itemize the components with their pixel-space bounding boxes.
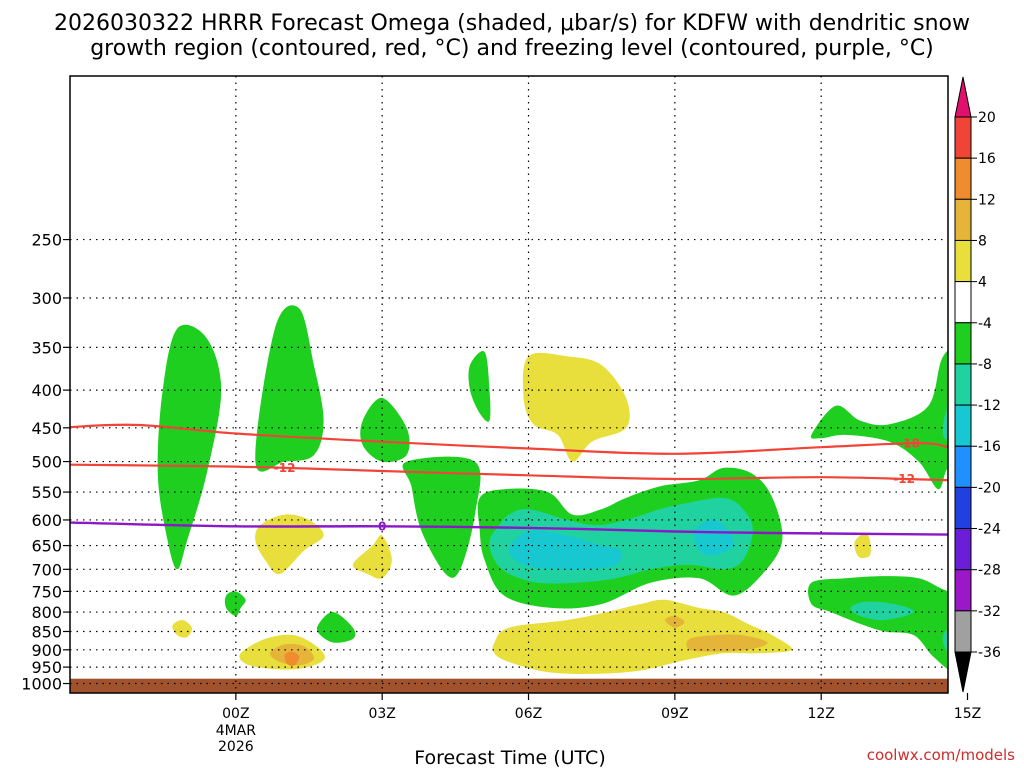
colorbar-band-12	[954, 569, 972, 612]
freezing-level-contour	[70, 521, 948, 536]
y-tick-label-300: 300	[31, 289, 62, 308]
colorbar-band-4	[954, 239, 972, 283]
x-tick-label-06Z: 06Z	[515, 706, 542, 722]
y-tick-label-800: 800	[31, 603, 62, 622]
colorbar-tick-label--20: -20	[978, 480, 1001, 496]
colorbar-band-3	[954, 198, 972, 241]
colorbar-tick-label--32: -32	[978, 604, 1001, 620]
colorbar-tick-label-8: 8	[978, 233, 987, 249]
colorbar-bottom-arrow	[954, 651, 972, 693]
colorbar-tick-label--16: -16	[978, 439, 1001, 455]
colorbar-band-7	[954, 363, 972, 406]
omega-region-17	[522, 352, 630, 462]
colorbar-band-6	[954, 322, 972, 365]
y-tick-label-650: 650	[31, 537, 62, 556]
x-tick-label-12Z: 12Z	[807, 706, 834, 722]
omega-region-28	[284, 651, 300, 666]
colorbar-tick-label-12: 12	[978, 192, 996, 208]
omega-region-26	[686, 634, 768, 652]
y-tick-label-700: 700	[31, 560, 62, 579]
x-axis-label: Forecast Time (UTC)	[414, 747, 605, 768]
y-tick-label-500: 500	[31, 453, 62, 472]
y-tick-label-900: 900	[31, 641, 62, 660]
colorbar-band-13	[954, 610, 972, 653]
omega-region-21	[172, 619, 193, 638]
y-tick-label-250: 250	[31, 231, 62, 250]
omega-region-15	[508, 530, 623, 570]
x-date-label-2: 2026	[218, 739, 254, 755]
y-tick-label-350: 350	[31, 338, 62, 357]
omega-region-23	[854, 533, 871, 559]
omega-region-4	[468, 350, 491, 422]
dgz-contour-3-label: -12	[893, 472, 915, 486]
dgz-contour-1-label: -18	[898, 437, 920, 451]
x-date-label-1: 4MAR	[216, 723, 257, 739]
omega-region-22	[492, 599, 793, 674]
y-tick-label-750: 750	[31, 582, 62, 601]
colorbar-band-2	[954, 157, 972, 200]
y-tick-label-850: 850	[31, 622, 62, 641]
y-tick-label-1000: 1000	[21, 675, 62, 694]
omega-region-27	[665, 616, 685, 628]
colorbar-tick-label--4: -4	[978, 316, 992, 332]
colorbar-band-9	[954, 445, 972, 488]
dgz-contour-1	[70, 423, 948, 455]
colorbar-tick-label--8: -8	[978, 357, 992, 373]
colorbar-tick-label-20: 20	[978, 110, 996, 126]
omega-region-7	[810, 350, 948, 490]
colorbar-tick-label-16: 16	[978, 151, 996, 167]
omega-region-12	[942, 405, 948, 442]
colorbar-band-10	[954, 486, 972, 530]
x-tick-label-15Z: 15Z	[954, 706, 981, 722]
x-tick-label-03Z: 03Z	[368, 706, 395, 722]
y-tick-label-400: 400	[31, 381, 62, 400]
y-tick-label-450: 450	[31, 419, 62, 438]
colorbar-band-5	[954, 281, 972, 324]
omega-region-1	[157, 324, 222, 570]
colorbar-top-arrow	[954, 76, 972, 118]
colorbar-tick-label--12: -12	[978, 398, 1001, 414]
omega-region-14	[942, 628, 948, 654]
omega-region-18	[255, 514, 324, 575]
chart-title-line-2: growth region (contoured, red, °C) and f…	[90, 36, 934, 61]
omega-region-10	[316, 612, 356, 643]
chart-title-line-1: 2026030322 HRRR Forecast Omega (shaded, …	[54, 11, 970, 36]
omega-region-16	[693, 519, 735, 556]
y-tick-label-550: 550	[31, 483, 62, 502]
dgz-contour-2-label: -12	[274, 461, 296, 475]
x-tick-label-09Z: 09Z	[661, 706, 688, 722]
omega-region-3	[360, 397, 410, 463]
plot-frame	[69, 75, 949, 694]
x-tick-label-00Z: 00Z	[222, 706, 249, 722]
colorbar-band-1	[954, 116, 972, 159]
omega-region-8	[808, 576, 948, 670]
ground-surface-band	[70, 678, 948, 693]
y-tick-label-600: 600	[31, 511, 62, 530]
freezing-level-contour-label: 0	[378, 519, 386, 533]
y-tick-label-950: 950	[31, 658, 62, 677]
colorbar-tick-label--24: -24	[978, 522, 1001, 538]
omega-region-13	[850, 601, 915, 621]
dgz-contour-2	[70, 463, 948, 482]
colorbar-tick-label-4: 4	[978, 275, 987, 291]
omega-region-5	[402, 456, 481, 578]
credit-text: coolwx.com/models	[867, 746, 1015, 764]
colorbar-band-11	[954, 528, 972, 571]
colorbar-tick-label--28: -28	[978, 563, 1001, 579]
colorbar-band-8	[954, 404, 972, 447]
colorbar-tick-label--36: -36	[978, 645, 1001, 661]
